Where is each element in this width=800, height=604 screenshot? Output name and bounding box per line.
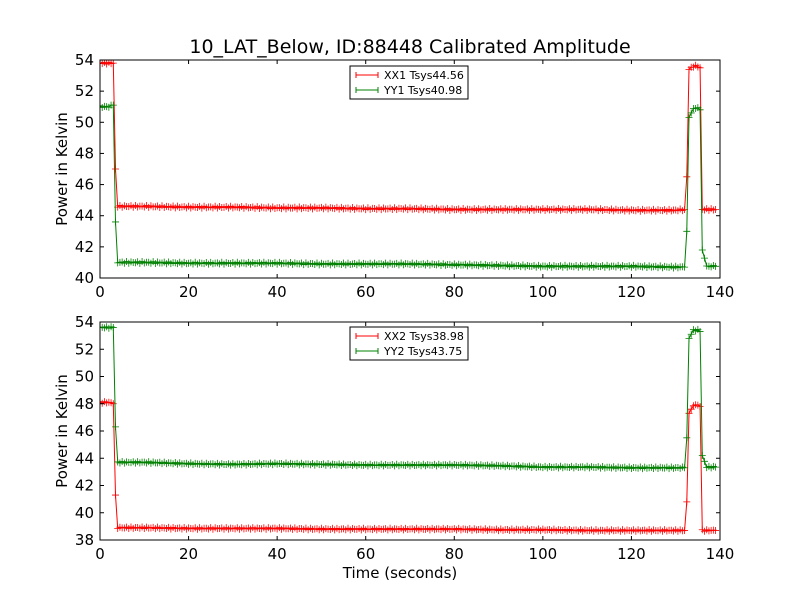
y-tick-label: 50 — [75, 113, 94, 131]
y-tick-label: 40 — [75, 504, 94, 522]
x-tick-label: 100 — [529, 545, 558, 563]
x-tick-label: 20 — [179, 545, 198, 563]
legend-marker — [355, 348, 379, 354]
x-tick-label: 60 — [356, 283, 375, 301]
series-markers — [100, 398, 720, 535]
y-tick-label: 42 — [75, 238, 94, 256]
legend: XX1 Tsys44.56 YY1 Tsys40.98 — [349, 65, 469, 100]
x-tick-label: 40 — [268, 283, 287, 301]
legend-label: XX1 Tsys44.56 — [384, 69, 464, 82]
legend-box — [349, 65, 469, 100]
x-tick-label: 20 — [179, 283, 198, 301]
y-tick-label: 52 — [75, 82, 94, 100]
series-2 — [100, 101, 720, 272]
y-tick-label: 46 — [75, 422, 94, 440]
y-axis-label: Power in Kelvin — [53, 374, 71, 488]
series-1 — [100, 60, 720, 215]
x-tick-label: 100 — [529, 283, 558, 301]
x-tick-label: 120 — [617, 283, 646, 301]
legend-marker — [355, 72, 379, 78]
x-tick-label: 140 — [706, 545, 735, 563]
legend-label: YY2 Tsys43.75 — [383, 345, 462, 358]
y-tick-label: 48 — [75, 395, 94, 413]
y-tick-label: 44 — [75, 207, 94, 225]
y-tick-label: 54 — [75, 313, 94, 331]
y-tick-label: 52 — [75, 340, 94, 358]
x-tick-label: 80 — [445, 283, 464, 301]
chart-top-panel: 0 20 40 60 80 100 120 140 40 42 44 46 48 50 52 54 Power … — [53, 51, 734, 301]
series-markers — [100, 323, 720, 473]
y-tick-label: 50 — [75, 368, 94, 386]
y-tick-label: 42 — [75, 477, 94, 495]
x-tick-label: 80 — [445, 545, 464, 563]
x-tick-label: 0 — [95, 545, 105, 563]
y-tick-label: 48 — [75, 144, 94, 162]
y-tick-label: 40 — [75, 269, 94, 287]
x-tick-label: 40 — [268, 545, 287, 563]
x-tick-label: 60 — [356, 545, 375, 563]
x-tick-label: 0 — [95, 283, 105, 301]
y-tick-label: 54 — [75, 51, 94, 69]
y-tick-label: 44 — [75, 449, 94, 467]
legend-marker — [355, 87, 379, 93]
plot-frame — [99, 59, 721, 279]
y-tick-label: 46 — [75, 176, 94, 194]
x-axis-label: Time (seconds) — [342, 564, 458, 582]
legend: XX2 Tsys38.98 YY2 Tsys43.75 — [349, 326, 469, 361]
figure-title: 10_LAT_Below, ID:88448 Calibrated Amplit… — [189, 36, 630, 58]
x-tick-label: 120 — [617, 545, 646, 563]
y-tick-label: 38 — [75, 531, 94, 549]
series-markers — [100, 101, 720, 272]
legend-label: YY1 Tsys40.98 — [383, 84, 462, 97]
legend-marker — [355, 333, 379, 339]
series-2 — [100, 323, 720, 473]
series-markers — [100, 60, 720, 215]
x-tick-label: 140 — [706, 283, 735, 301]
chart-bottom-panel: 0 20 40 60 80 100 120 140 38 40 42 44 46 48 50 52 54 Powe… — [53, 313, 734, 582]
y-axis-label: Power in Kelvin — [53, 112, 71, 226]
legend-box — [349, 326, 469, 361]
series-1 — [100, 398, 720, 535]
legend-label: XX2 Tsys38.98 — [384, 330, 464, 343]
